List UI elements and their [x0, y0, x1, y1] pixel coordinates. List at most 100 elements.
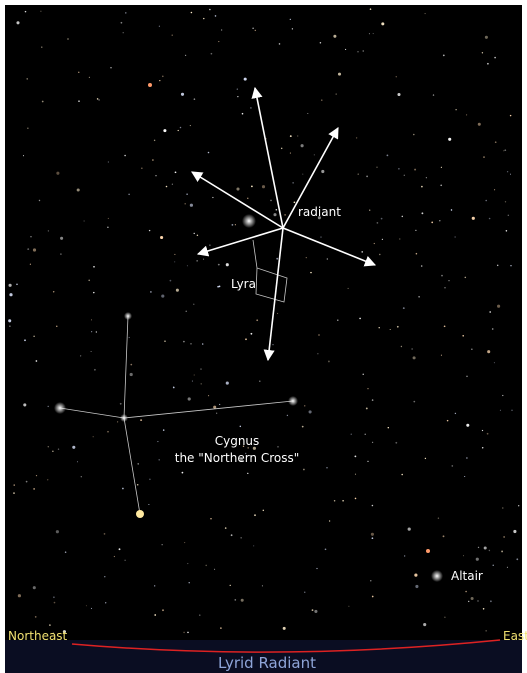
star [494, 189, 495, 190]
star [186, 311, 187, 312]
star [54, 602, 56, 604]
star [273, 213, 276, 216]
star [507, 171, 508, 172]
star [263, 510, 264, 511]
star [173, 387, 175, 389]
star [182, 472, 184, 474]
star [367, 461, 368, 462]
star [175, 171, 177, 173]
star [33, 336, 34, 337]
star [348, 606, 349, 607]
star [377, 222, 379, 224]
star [451, 209, 452, 210]
star [231, 534, 233, 536]
star [123, 32, 124, 33]
star [164, 340, 166, 342]
star [317, 353, 318, 354]
star [401, 346, 402, 347]
star [283, 627, 286, 630]
star [372, 596, 374, 598]
star [388, 427, 389, 428]
star [33, 248, 36, 251]
star [163, 129, 166, 132]
star [451, 465, 453, 467]
star [290, 135, 292, 137]
star [152, 159, 154, 161]
map-title: Lyrid Radiant [218, 654, 316, 672]
star [262, 185, 265, 188]
star [489, 550, 490, 551]
star [67, 38, 68, 39]
star [399, 238, 400, 239]
star [404, 555, 405, 556]
star [516, 558, 518, 560]
star [489, 218, 491, 220]
star [58, 449, 59, 450]
star [247, 198, 248, 199]
star [501, 550, 503, 552]
star [262, 585, 263, 586]
star [302, 426, 304, 428]
star [104, 576, 105, 577]
star [53, 596, 55, 598]
star [304, 592, 305, 593]
star [471, 349, 472, 350]
star [245, 338, 247, 340]
star [174, 261, 175, 262]
star [56, 172, 59, 175]
star [250, 333, 252, 335]
star [218, 264, 220, 266]
star [49, 624, 51, 626]
star [130, 373, 133, 376]
star [47, 479, 48, 480]
star [155, 175, 156, 176]
star [52, 451, 53, 452]
star [256, 319, 258, 321]
star [108, 218, 109, 219]
star [482, 430, 483, 431]
star [518, 505, 519, 506]
star [42, 101, 44, 103]
star [448, 280, 449, 281]
star [141, 168, 142, 169]
star [187, 563, 188, 564]
star [338, 73, 341, 76]
star [93, 436, 94, 437]
northeast-label: Northeast [8, 629, 68, 643]
star [421, 265, 423, 267]
star [359, 318, 361, 320]
east-label: East [503, 629, 527, 643]
star [358, 173, 359, 174]
star [232, 224, 234, 226]
star [418, 296, 420, 298]
star [194, 98, 196, 100]
star [117, 421, 118, 422]
star [321, 170, 324, 173]
cygnus-note: the "Northern Cross" [175, 451, 300, 465]
star [492, 328, 494, 330]
star [77, 461, 78, 462]
star [302, 174, 303, 175]
star [187, 265, 188, 266]
star [72, 446, 75, 449]
star [415, 585, 418, 588]
star [466, 114, 467, 115]
star [16, 21, 19, 24]
star [129, 337, 130, 338]
star [216, 413, 217, 414]
star [411, 348, 412, 349]
star [431, 222, 433, 224]
star [16, 283, 18, 285]
star [240, 426, 241, 427]
star [247, 473, 248, 474]
star [441, 167, 442, 168]
star [455, 413, 456, 414]
star [306, 257, 307, 258]
sky-background [5, 5, 522, 673]
star [376, 167, 377, 168]
star [47, 406, 48, 407]
star [124, 155, 126, 157]
star [154, 140, 155, 141]
star [9, 325, 11, 327]
star [444, 325, 446, 327]
